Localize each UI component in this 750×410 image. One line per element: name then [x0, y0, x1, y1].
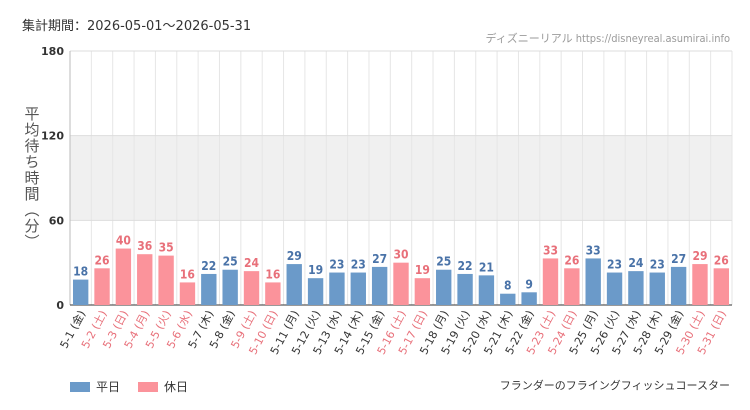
- bar: [222, 269, 238, 305]
- bar: [670, 266, 687, 305]
- legend-swatch-holiday: [138, 381, 159, 392]
- bar-value-label: 19: [308, 263, 323, 277]
- bar: [137, 254, 153, 305]
- bar: [692, 264, 708, 305]
- bar-value-label: 24: [628, 256, 644, 270]
- bar: [478, 275, 495, 305]
- bar-value-label: 9: [525, 277, 533, 291]
- bar: [585, 258, 601, 305]
- bar: [500, 293, 516, 305]
- bar-value-label: 27: [671, 252, 686, 266]
- bar: [457, 273, 473, 305]
- bar: [243, 271, 260, 305]
- bar: [179, 282, 196, 305]
- bar: [94, 268, 110, 305]
- bar-value-label: 25: [436, 255, 451, 269]
- legend-item-holiday: 休日: [138, 378, 188, 395]
- bar-value-label: 26: [714, 253, 729, 267]
- bar: [564, 268, 580, 305]
- bar: [436, 269, 452, 305]
- bar: [414, 278, 431, 305]
- bar: [158, 255, 174, 305]
- y-tick-label: 60: [49, 214, 65, 227]
- bar-value-label: 8: [504, 279, 512, 293]
- legend-swatch-weekday: [70, 381, 90, 392]
- bar: [649, 272, 665, 305]
- legend-item-weekday: 平日: [70, 378, 120, 395]
- bar-value-label: 36: [137, 239, 152, 253]
- y-axis-label-wrap: 平均待ち時間（分）: [20, 50, 44, 305]
- bar-value-label: 35: [159, 241, 174, 255]
- highlight-band: [70, 135, 732, 221]
- bar-value-label: 18: [73, 265, 88, 279]
- legend-label-holiday: 休日: [164, 380, 189, 394]
- source-credit: ディズニーリアル https://disneyreal.asumirai.inf…: [485, 32, 730, 45]
- bar: [72, 279, 89, 305]
- bar: [307, 278, 324, 305]
- attraction-name: フランダーのフライングフィッシュコースター: [499, 379, 730, 392]
- bar-value-label: 25: [223, 255, 238, 269]
- bar: [265, 282, 281, 305]
- bar-value-label: 27: [372, 252, 387, 266]
- bar: [371, 266, 388, 305]
- y-tick-label: 0: [56, 299, 64, 312]
- bar-value-label: 22: [201, 259, 216, 273]
- bar-value-label: 23: [351, 258, 366, 272]
- bar-value-label: 23: [329, 258, 344, 272]
- bar: [393, 262, 409, 305]
- bar-value-label: 29: [287, 249, 302, 263]
- bar-value-label: 22: [458, 259, 473, 273]
- bar: [713, 268, 730, 305]
- bar: [286, 264, 302, 305]
- bar-value-label: 16: [265, 267, 280, 281]
- bar: [628, 271, 644, 305]
- legend-label-weekday: 平日: [96, 380, 121, 394]
- bar-value-label: 24: [244, 256, 260, 270]
- bar: [606, 272, 623, 305]
- period-label: 集計期間：2026-05-01～2026-05-31: [22, 19, 252, 34]
- bar: [542, 258, 559, 305]
- bar-value-label: 29: [692, 249, 707, 263]
- y-axis-label: 平均待ち時間（分）: [22, 105, 41, 250]
- bar: [329, 272, 345, 305]
- bar-value-label: 30: [393, 248, 408, 262]
- y-tick-label: 120: [41, 130, 64, 143]
- bar-value-label: 40: [116, 234, 131, 248]
- bar-value-label: 16: [180, 267, 195, 281]
- bar-value-label: 21: [479, 260, 494, 274]
- bar-value-label: 33: [586, 243, 601, 257]
- bar-value-label: 23: [607, 258, 622, 272]
- bar: [521, 292, 537, 305]
- bar-value-label: 23: [650, 258, 665, 272]
- bar-value-label: 26: [564, 253, 579, 267]
- y-tick-label: 180: [41, 45, 64, 58]
- bar-value-label: 19: [415, 263, 430, 277]
- bar: [201, 273, 217, 305]
- bar: [115, 248, 132, 305]
- bar-value-label: 26: [95, 253, 110, 267]
- bar-value-label: 33: [543, 243, 558, 257]
- legend: 平日 休日: [70, 378, 206, 395]
- bar: [350, 272, 366, 305]
